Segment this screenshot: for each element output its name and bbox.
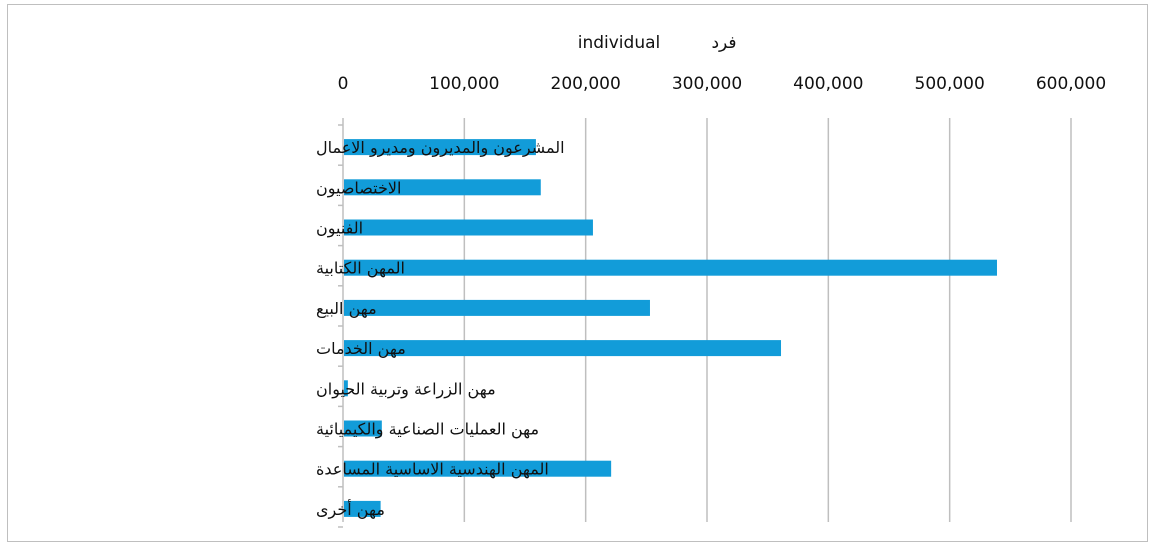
bar	[344, 340, 782, 357]
chart-frame	[7, 4, 1148, 542]
bar	[344, 420, 382, 437]
bar	[344, 460, 612, 477]
x-tick-label: 100,000	[429, 74, 499, 94]
category-label: الفنيون	[316, 219, 363, 239]
category-label: مهن أخرى	[316, 499, 385, 520]
category-label: الاختصاصيون	[316, 178, 401, 198]
bar	[344, 380, 348, 397]
bar	[344, 139, 536, 156]
category-label: مهن الخدمات	[316, 339, 406, 359]
category-label: مهن العمليات الصناعية والكيميائية	[316, 420, 539, 440]
x-tick-label: 200,000	[551, 74, 621, 94]
category-label: مهن الزراعة وتربية الحيوان	[316, 379, 496, 399]
category-label: المهن الكتابية	[316, 259, 405, 279]
x-tick-label: 400,000	[793, 74, 863, 94]
x-tick-label: 0	[338, 74, 349, 94]
bar	[344, 259, 997, 276]
bar	[344, 500, 381, 517]
axis-unit-english: individual	[578, 33, 661, 53]
bar	[344, 179, 541, 196]
axis-unit-arabic: فرد	[711, 33, 736, 53]
bar	[344, 299, 650, 316]
category-label: المهن الهندسية الاساسية المساعدة	[316, 460, 549, 480]
x-tick-label: 300,000	[672, 74, 742, 94]
bar	[344, 219, 593, 236]
category-label: مهن البيع	[316, 299, 377, 319]
x-tick-label: 500,000	[915, 74, 985, 94]
x-tick-label: 600,000	[1036, 74, 1106, 94]
category-label: المشرعون والمديرون ومديرو الاعمال	[316, 138, 565, 158]
